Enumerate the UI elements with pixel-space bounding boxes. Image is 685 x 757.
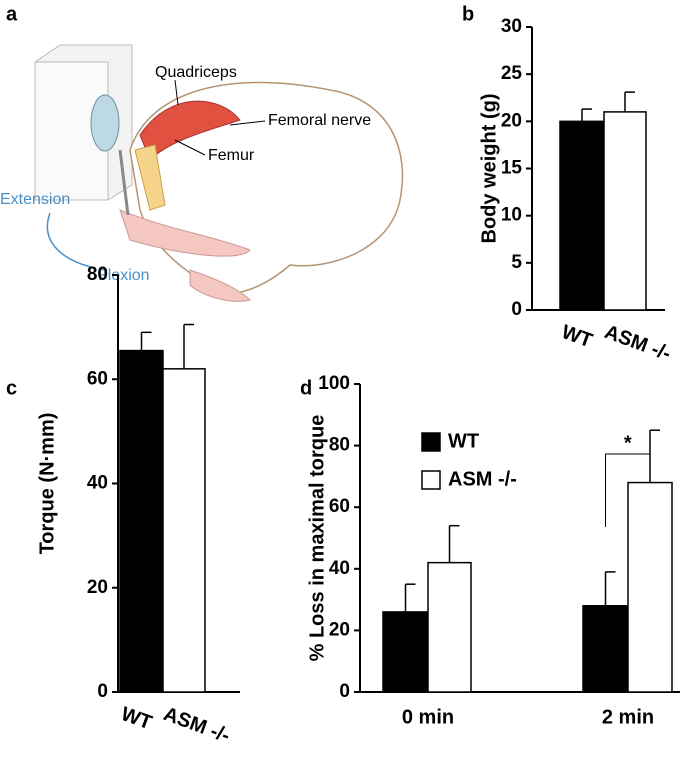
hind-paw bbox=[119, 209, 251, 257]
y-axis-label: Torque (N·mm) bbox=[36, 413, 58, 555]
bar bbox=[119, 349, 164, 693]
bar bbox=[627, 481, 673, 693]
y-tick-label: 60 bbox=[329, 496, 350, 517]
illustration-label: Femur bbox=[208, 147, 255, 164]
legend-swatch bbox=[421, 432, 441, 452]
y-tick-label: 0 bbox=[511, 299, 522, 320]
y-tick-label: 20 bbox=[87, 577, 108, 598]
panel-label: b bbox=[462, 3, 474, 25]
y-tick-label: 80 bbox=[329, 435, 350, 456]
y-axis-label: Body weight (g) bbox=[478, 94, 500, 244]
pointer bbox=[229, 120, 266, 126]
x-tick-label: ASM -/- bbox=[160, 703, 232, 747]
wall-face bbox=[34, 61, 109, 201]
pointer bbox=[174, 79, 179, 106]
panel-label: a bbox=[6, 3, 18, 25]
y-tick-label: 15 bbox=[501, 158, 523, 179]
y-tick-label: 60 bbox=[87, 368, 108, 389]
y-tick-label: 10 bbox=[501, 205, 522, 226]
y-tick-label: 20 bbox=[501, 110, 522, 131]
illustration-label: Extension bbox=[0, 191, 70, 208]
panel-label: d bbox=[300, 377, 312, 399]
legend-swatch bbox=[421, 470, 441, 490]
y-tick-label: 40 bbox=[329, 558, 350, 579]
x-tick-label: WT bbox=[118, 703, 155, 734]
illustration-label: Femoral nerve bbox=[268, 112, 371, 129]
femur bbox=[134, 144, 166, 211]
y-tick-label: 30 bbox=[501, 16, 522, 37]
panel-label: c bbox=[6, 377, 17, 399]
quadriceps bbox=[139, 100, 241, 161]
illustration-label: Flexion bbox=[98, 267, 150, 284]
lever bbox=[118, 149, 130, 216]
x-tick-label: 2 min bbox=[602, 706, 654, 728]
bar bbox=[382, 611, 429, 693]
y-tick-label: 25 bbox=[501, 63, 523, 84]
bar bbox=[559, 120, 605, 311]
legend-label: WT bbox=[448, 430, 479, 452]
legend-label: ASM -/- bbox=[448, 468, 517, 490]
pointer bbox=[174, 139, 206, 156]
y-tick-label: 100 bbox=[318, 373, 350, 394]
bar bbox=[427, 561, 472, 693]
x-tick-label: 0 min bbox=[402, 706, 454, 728]
motion-arrow bbox=[46, 212, 96, 269]
y-tick-label: 0 bbox=[97, 681, 108, 702]
y-tick-label: 5 bbox=[511, 252, 522, 273]
x-tick-label: ASM -/- bbox=[601, 321, 673, 365]
y-tick-label: 20 bbox=[329, 619, 350, 640]
significance-bracket bbox=[605, 453, 651, 527]
illustration-label: Quadriceps bbox=[155, 64, 237, 81]
bar bbox=[162, 368, 206, 693]
x-tick-label: WT bbox=[558, 321, 595, 352]
y-tick-label: 0 bbox=[339, 681, 350, 702]
motor bbox=[90, 94, 120, 152]
illustration bbox=[34, 44, 404, 302]
bar bbox=[582, 605, 629, 693]
y-axis-label: % Loss in maximal torque bbox=[306, 415, 328, 662]
bar bbox=[603, 111, 647, 311]
fore-paw bbox=[189, 269, 251, 302]
annotation: * bbox=[624, 432, 632, 454]
y-tick-label: 40 bbox=[87, 473, 108, 494]
y-tick-label: 80 bbox=[87, 264, 108, 285]
